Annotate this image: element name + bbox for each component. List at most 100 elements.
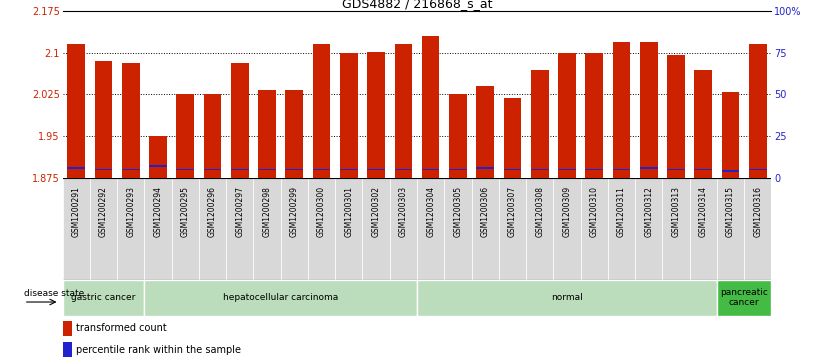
Text: transformed count: transformed count [76, 323, 167, 333]
Text: GSM1200302: GSM1200302 [372, 186, 380, 237]
Bar [417, 178, 445, 280]
Bar [63, 342, 73, 357]
Text: GSM1200307: GSM1200307 [508, 186, 517, 237]
Bar [445, 178, 471, 280]
Bar [149, 136, 167, 178]
Text: GSM1200300: GSM1200300 [317, 186, 326, 237]
Text: GSM1200315: GSM1200315 [726, 186, 735, 237]
Bar [285, 90, 304, 178]
Bar [449, 94, 467, 178]
Bar [340, 53, 358, 178]
Bar [285, 168, 304, 171]
Bar [308, 178, 335, 280]
Bar [117, 178, 144, 280]
Bar [313, 44, 330, 178]
Bar [122, 168, 139, 171]
Text: GSM1200310: GSM1200310 [590, 186, 599, 237]
Bar [122, 63, 139, 178]
Text: GSM1200295: GSM1200295 [181, 186, 190, 237]
Bar [721, 170, 740, 172]
Text: GSM1200291: GSM1200291 [72, 186, 81, 237]
Text: GSM1200298: GSM1200298 [263, 186, 272, 237]
Bar [530, 168, 549, 171]
Text: hepatocellular carcinoma: hepatocellular carcinoma [223, 293, 339, 302]
Bar [394, 44, 412, 178]
Text: GSM1200316: GSM1200316 [753, 186, 762, 237]
Bar [367, 168, 385, 171]
Bar [476, 86, 494, 178]
Text: GSM1200311: GSM1200311 [617, 186, 626, 237]
Text: GSM1200301: GSM1200301 [344, 186, 354, 237]
Bar [90, 178, 117, 280]
Bar [636, 178, 662, 280]
Text: GSM1200306: GSM1200306 [480, 186, 490, 237]
Bar [667, 168, 685, 171]
Bar [144, 280, 417, 316]
Bar [176, 94, 194, 178]
Bar [68, 44, 85, 178]
Bar [422, 36, 440, 178]
Bar [504, 98, 521, 178]
Bar [580, 178, 608, 280]
Bar [94, 61, 113, 178]
Bar [749, 168, 766, 171]
Bar [363, 178, 389, 280]
Bar [226, 178, 254, 280]
Bar [613, 168, 631, 171]
Bar [471, 178, 499, 280]
Bar [94, 168, 113, 171]
Bar [608, 178, 636, 280]
Bar [203, 94, 221, 178]
Bar [585, 168, 603, 171]
Bar [389, 178, 417, 280]
Bar [499, 178, 526, 280]
Bar [68, 167, 85, 169]
Bar [417, 280, 717, 316]
Text: GSM1200296: GSM1200296 [208, 186, 217, 237]
Bar [721, 91, 740, 178]
Text: gastric cancer: gastric cancer [71, 293, 136, 302]
Bar [558, 168, 575, 171]
Bar [254, 178, 281, 280]
Bar [422, 168, 440, 171]
Bar [744, 178, 771, 280]
Bar [198, 178, 226, 280]
Bar [640, 167, 658, 169]
Bar [695, 168, 712, 171]
Text: GSM1200303: GSM1200303 [399, 186, 408, 237]
Text: normal: normal [551, 293, 583, 302]
Bar [717, 178, 744, 280]
Bar [449, 168, 467, 171]
Text: GSM1200292: GSM1200292 [99, 186, 108, 237]
Bar [63, 280, 144, 316]
Bar [749, 44, 766, 178]
Bar [231, 168, 249, 171]
Text: GSM1200293: GSM1200293 [126, 186, 135, 237]
Bar [690, 178, 717, 280]
Bar [149, 165, 167, 167]
Text: GSM1200294: GSM1200294 [153, 186, 163, 237]
Text: GSM1200314: GSM1200314 [699, 186, 708, 237]
Bar [640, 41, 658, 178]
Bar [667, 56, 685, 178]
Bar [259, 90, 276, 178]
Text: GSM1200305: GSM1200305 [454, 186, 462, 237]
Text: percentile rank within the sample: percentile rank within the sample [76, 345, 241, 355]
Bar [504, 168, 521, 171]
Bar [662, 178, 690, 280]
Bar [203, 168, 221, 171]
Title: GDS4882 / 216868_s_at: GDS4882 / 216868_s_at [342, 0, 492, 10]
Bar [585, 53, 603, 178]
Bar [717, 280, 771, 316]
Bar [144, 178, 172, 280]
Bar [367, 52, 385, 178]
Bar [281, 178, 308, 280]
Text: GSM1200297: GSM1200297 [235, 186, 244, 237]
Text: GSM1200308: GSM1200308 [535, 186, 545, 237]
Bar [313, 168, 330, 171]
Bar [259, 168, 276, 171]
Bar [63, 178, 90, 280]
Bar [613, 41, 631, 178]
Text: GSM1200312: GSM1200312 [644, 186, 653, 237]
Text: GSM1200299: GSM1200299 [289, 186, 299, 237]
